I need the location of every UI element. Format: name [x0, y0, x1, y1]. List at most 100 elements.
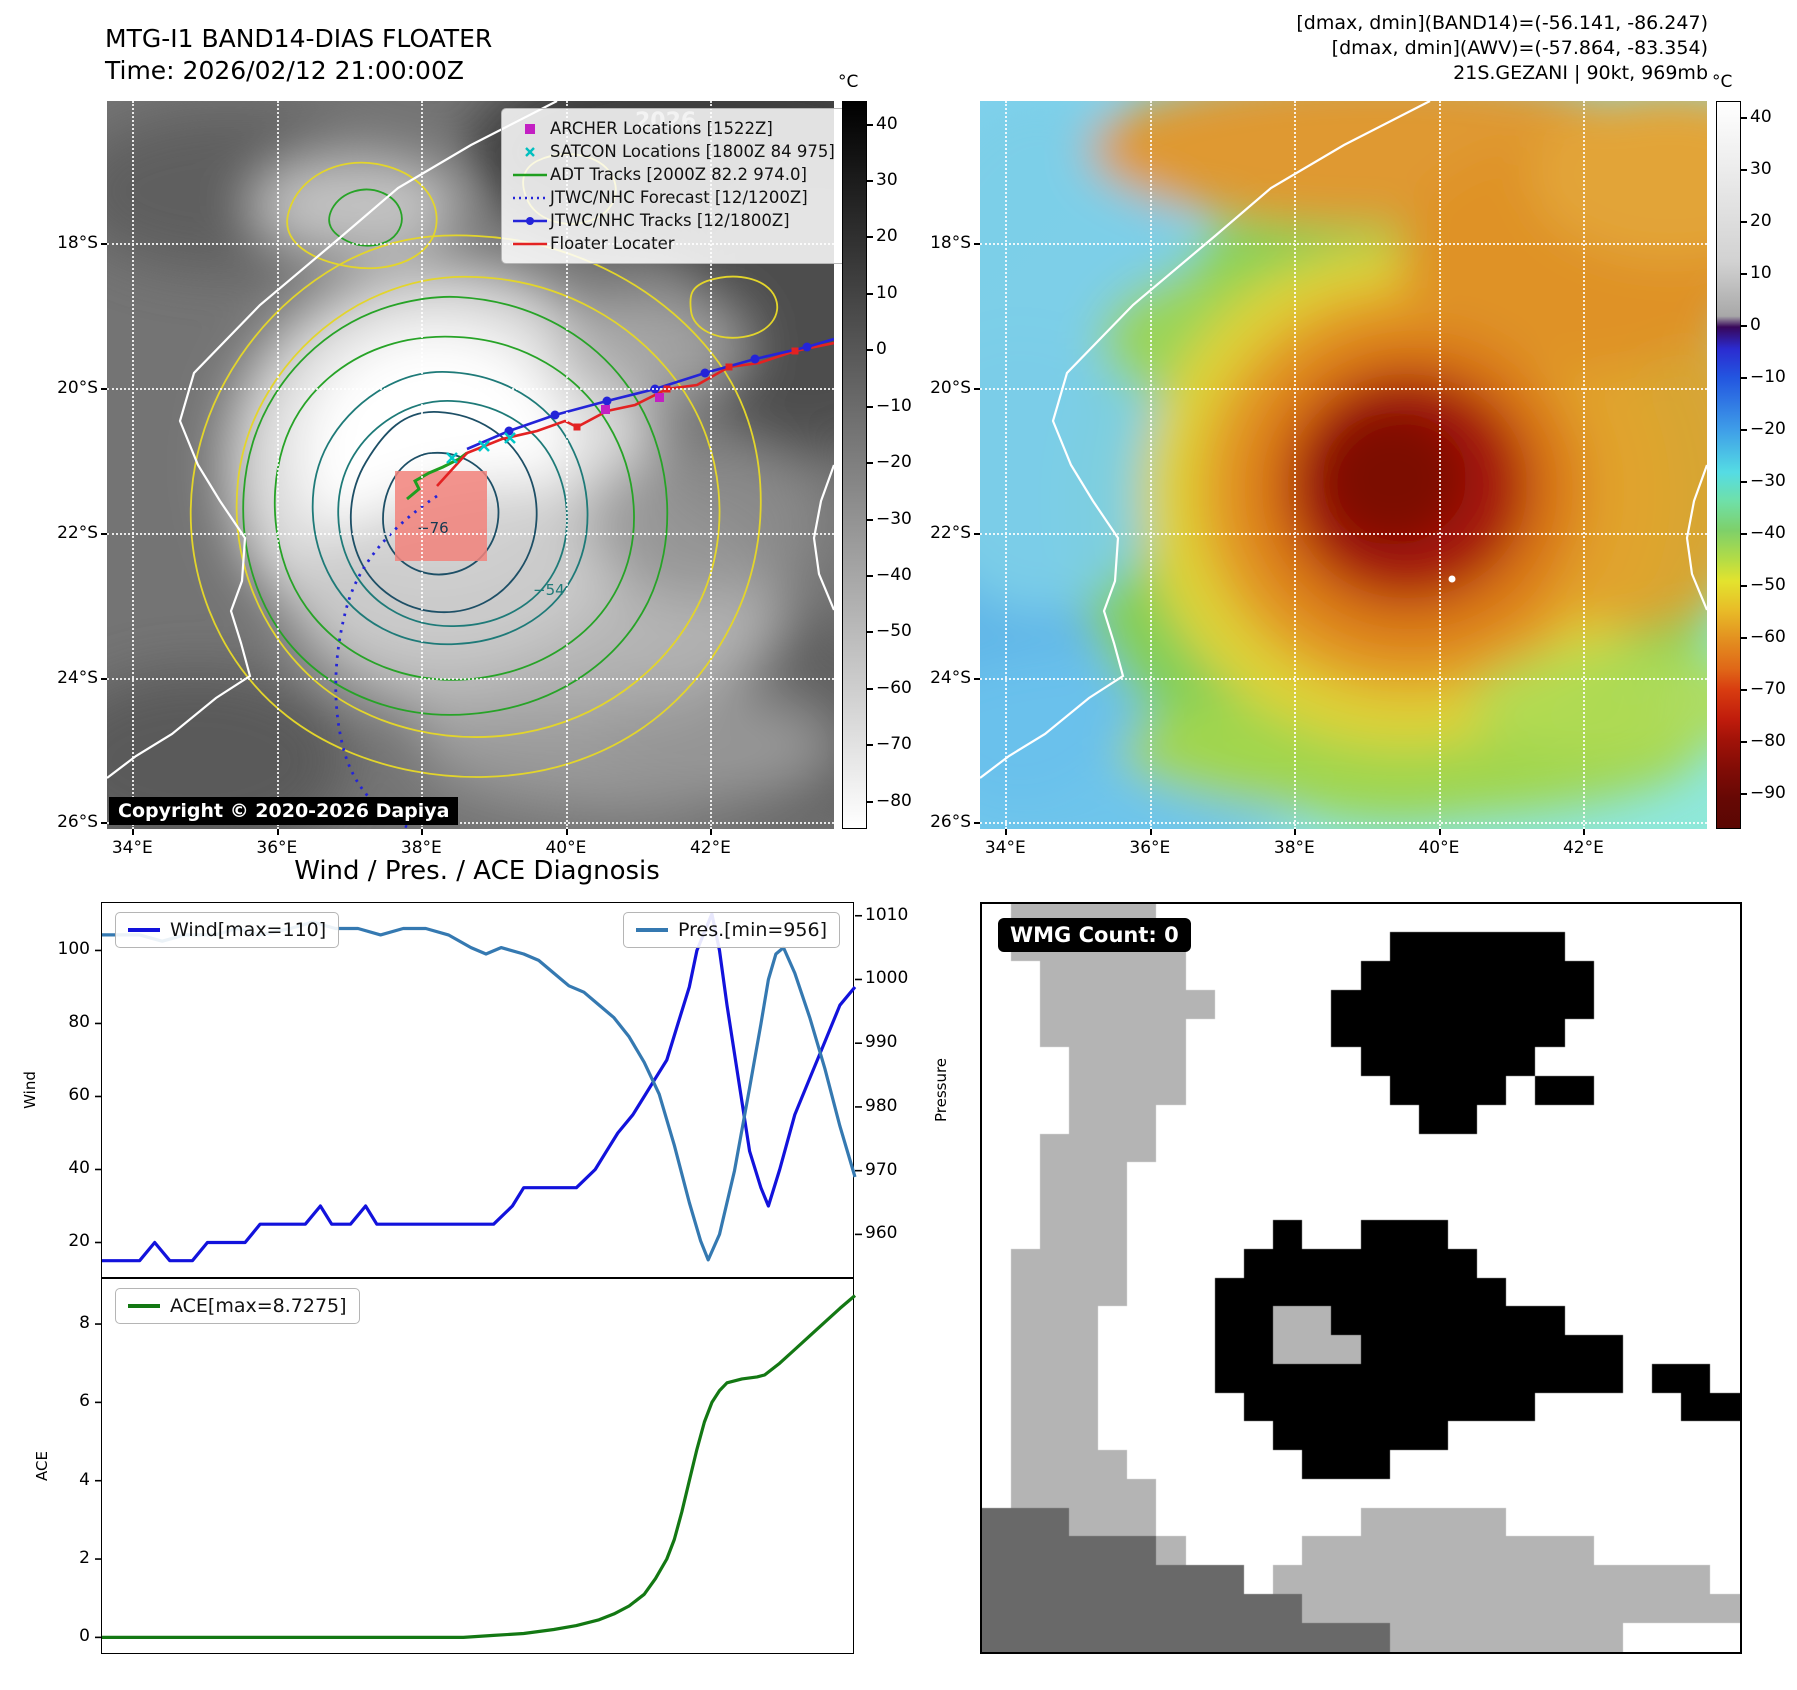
colorbar-tick-mark [867, 405, 873, 408]
colorbar-tick-label: −50 [876, 621, 912, 642]
legend-series-name: ACE[max=8.7275] [170, 1295, 347, 1317]
grid-line [710, 101, 713, 829]
chart-tick-label: 20 [68, 1231, 90, 1252]
legend-item: ADT Tracks [2000Z 82.2 974.0] [512, 163, 846, 186]
y-tick-mark [101, 532, 107, 535]
dmax-dmin-band14-line: [dmax, dmin](BAND14)=(-56.141, -86.247) [1296, 12, 1708, 34]
colorbar-tick-mark [1741, 480, 1747, 483]
colorbar-tick-mark [1741, 272, 1747, 275]
colorbar-tick-label: 30 [1750, 158, 1772, 179]
colorbar-tick-mark [1741, 116, 1747, 119]
x-tick-mark [1294, 829, 1297, 835]
colorbar-tick-label: −10 [1750, 366, 1786, 387]
y-tick-mark [101, 822, 107, 825]
diagnosis-title: Wind / Pres. / ACE Diagnosis [294, 856, 660, 886]
x-tick-mark [565, 829, 568, 835]
madagascar-coastline [1685, 464, 1707, 611]
chart-tick-label: 0 [79, 1626, 90, 1647]
legend-label: SATCON Locations [1800Z 84 975] [550, 142, 835, 161]
contour-label-outer: −54 [533, 581, 565, 599]
grid-line [1583, 101, 1586, 829]
legend-label: ADT Tracks [2000Z 82.2 974.0] [550, 165, 807, 184]
legend-series-name: Wind[max=110] [170, 919, 327, 941]
chart-tick-label: 40 [68, 1158, 90, 1179]
y-tick-mark [974, 822, 980, 825]
colorbar-tick-label: −60 [1750, 626, 1786, 647]
grid-line [276, 101, 279, 829]
y-tick-mark [974, 387, 980, 390]
chart-tick-label: 1010 [865, 904, 909, 925]
colorbar-tick-mark [867, 180, 873, 182]
colorbar-tick-mark [867, 292, 873, 295]
legend-item: JTWC/NHC Tracks [12/1800Z] [512, 209, 846, 232]
storm-id-intensity-line: 21S.GEZANI | 90kt, 969mb [1453, 62, 1708, 84]
chart-tick-label: 4 [79, 1469, 90, 1490]
chart-canvas-ace [95, 1294, 857, 1639]
grid-line [132, 101, 135, 829]
colorbar-tick-label: −50 [1750, 574, 1786, 595]
colorbar-tick-mark [1741, 792, 1747, 795]
legend-line-sample-icon [128, 928, 160, 932]
y-tick-mark [974, 532, 980, 535]
legend-label: Floater Locater [550, 234, 675, 253]
map-legend: ARCHER Locations [1522Z] SATCON Locations… [501, 108, 857, 264]
chart-tick-label: 980 [865, 1095, 898, 1116]
colorbar-tick-label: 20 [876, 226, 898, 247]
adt-track [406, 451, 468, 501]
y-tick-label: 18°S [57, 232, 98, 253]
colorbar-tick-label: 10 [876, 282, 898, 303]
colorbar-tick-mark [867, 744, 873, 747]
series-line [102, 920, 857, 1262]
x-marker-icon [512, 144, 550, 160]
colorbar-tick-label: −80 [876, 790, 912, 811]
legend-item: ARCHER Locations [1522Z] [512, 117, 846, 140]
chart-legend: Wind[max=110] [115, 912, 340, 948]
y-tick-label: 26°S [57, 812, 98, 833]
colorbar-tick-label: −70 [876, 734, 912, 755]
x-tick-mark [132, 829, 135, 835]
grid-line [565, 101, 568, 829]
line-dot-marker-icon [512, 213, 550, 229]
colorbar-tick-mark [867, 800, 873, 803]
coastline [107, 101, 558, 779]
contour-label-inner: −76 [417, 519, 449, 537]
series-line [102, 1294, 857, 1639]
chart-tick-label: 6 [79, 1391, 90, 1412]
x-tick-label: 34°E [984, 838, 1026, 858]
y-tick-label: 26°S [930, 812, 971, 833]
madagascar-coastline [812, 464, 834, 611]
line-marker-icon [512, 167, 550, 183]
band14-title: MTG-I1 BAND14-DIAS FLOATER [105, 24, 493, 53]
colorbar-tick-mark [1741, 220, 1747, 223]
colorbar-tick-label: −30 [1750, 470, 1786, 491]
colorbar-unit-label: °C [838, 72, 859, 92]
x-tick-label: 40°E [545, 838, 587, 858]
grid-line [1438, 101, 1441, 829]
legend-series-name: Pres.[min=956] [678, 919, 827, 941]
colorbar-tick-label: 0 [876, 339, 887, 360]
x-tick-mark [276, 829, 279, 835]
colorbar-tick-mark [867, 575, 873, 578]
x-tick-label: 42°E [689, 838, 731, 858]
satcon-location-markers [446, 432, 516, 464]
y-tick-label: 22°S [57, 522, 98, 543]
colorbar-tick-label: −90 [1750, 782, 1786, 803]
legend-line-sample-icon [636, 928, 668, 932]
x-tick-label: 42°E [1562, 838, 1604, 858]
x-tick-mark [1005, 829, 1008, 835]
colorbar-tick-label: −30 [876, 508, 912, 529]
eye-speck [1448, 575, 1456, 583]
wmg-count-label: WMG Count: 0 [998, 918, 1191, 952]
chart-tick-label: 8 [79, 1313, 90, 1334]
grid-line [1149, 101, 1152, 829]
colorbar-tick-mark [1741, 688, 1747, 691]
chart-legend: ACE[max=8.7275] [115, 1288, 360, 1324]
grid-line [107, 822, 834, 825]
chart-ace [95, 1278, 857, 1654]
y-axis-label-left: ACE [33, 1451, 51, 1481]
chart-tick-label: 100 [57, 939, 90, 960]
y-tick-label: 24°S [930, 667, 971, 688]
chart-tick-label: 970 [865, 1159, 898, 1180]
y-tick-mark [101, 387, 107, 390]
